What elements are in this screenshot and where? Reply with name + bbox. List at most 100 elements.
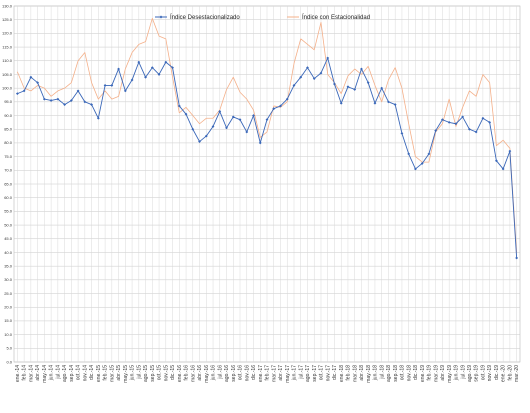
x-tick-label: jun.-16	[211, 365, 217, 382]
y-tick-label: 70.0	[4, 168, 13, 173]
x-tick-label: sep.-17	[312, 365, 318, 382]
data-point	[171, 66, 174, 70]
x-tick-label: may.-18	[366, 365, 372, 383]
data-point	[461, 115, 465, 119]
x-tick-label: may.-16	[204, 365, 210, 383]
x-tick-label: jul.-17	[298, 365, 304, 380]
x-tick-label: sep.-18	[393, 365, 399, 382]
x-tick-label: may.-14	[42, 365, 48, 383]
series-line	[17, 17, 518, 253]
x-tick-label: feb.-20	[507, 365, 513, 381]
data-point	[279, 104, 282, 108]
y-tick-label: 35.0	[4, 263, 13, 268]
legend-label: Índice con Estacionalidad	[302, 14, 370, 21]
data-point	[312, 77, 316, 80]
y-tick-label: 20.0	[4, 305, 13, 310]
x-tick-label: feb.-18	[346, 365, 352, 381]
data-point	[137, 60, 141, 64]
x-tick-label: feb.-19	[427, 365, 433, 381]
data-point	[22, 89, 26, 93]
data-point	[211, 125, 215, 128]
x-tick-label: mar.-16	[190, 365, 196, 382]
x-tick-label: jul.-16	[217, 365, 223, 380]
data-point	[333, 82, 336, 86]
data-point	[299, 75, 303, 79]
data-point	[353, 88, 357, 91]
y-tick-label: 45.0	[4, 236, 13, 241]
data-point	[117, 67, 120, 71]
x-tick-label: sep.-15	[150, 365, 156, 382]
grid-layer	[13, 5, 521, 363]
x-tick-label: abr.-18	[359, 365, 365, 381]
x-tick-label: jun.-19	[454, 365, 460, 382]
data-point	[272, 107, 276, 111]
data-point	[76, 89, 80, 93]
data-point	[326, 56, 330, 60]
data-point	[306, 66, 309, 70]
x-tick-label: ene.-20	[501, 365, 507, 382]
y-tick-label: 75.0	[4, 154, 13, 159]
data-point	[110, 84, 114, 87]
data-point	[400, 131, 404, 135]
data-point	[441, 118, 444, 122]
data-point	[292, 84, 296, 87]
y-tick-label: 10.0	[4, 332, 13, 337]
data-point	[198, 140, 201, 143]
data-point	[420, 162, 424, 165]
x-tick-label: jun.-18	[373, 365, 379, 382]
data-point	[434, 129, 438, 132]
y-tick-label: 25.0	[4, 291, 13, 296]
data-point	[346, 85, 350, 89]
x-tick-label: nov.-19	[487, 365, 493, 382]
data-point	[474, 130, 478, 134]
x-tick-label: abr.-19	[440, 365, 446, 381]
x-tick-label: feb.-16	[184, 365, 190, 381]
y-tick-label: 55.0	[4, 209, 13, 214]
x-tick-label: dic.-16	[251, 365, 257, 380]
data-point	[204, 134, 208, 138]
x-tick-label: feb.-15	[103, 365, 109, 381]
x-tick-label: feb.-17	[265, 365, 271, 381]
x-tick-label: dic.-14	[89, 365, 95, 380]
y-tick-label: 30.0	[4, 277, 13, 282]
x-tick-label: may.-15	[123, 365, 129, 383]
data-point	[447, 120, 451, 124]
y-tick-label: 95.0	[4, 99, 13, 104]
data-point	[488, 120, 492, 124]
x-tick-label: oct.-18	[400, 365, 406, 381]
x-tick-label: abr.-14	[35, 365, 41, 381]
x-tick-label: nov.-16	[244, 365, 250, 382]
data-point	[339, 101, 343, 105]
y-tick-label: 80.0	[4, 140, 13, 145]
x-tick-label: mar.-20	[514, 365, 520, 382]
x-tick-label: sep.-16	[231, 365, 237, 382]
x-tick-label: jun.-14	[49, 365, 55, 382]
data-point	[231, 115, 235, 119]
legend-label: Índice Desestacionalizado	[170, 14, 240, 21]
x-tick-label: oct.-19	[480, 365, 486, 381]
data-point	[191, 127, 195, 131]
y-tick-label: 5.0	[6, 346, 12, 351]
x-tick-label: jul.-18	[379, 365, 385, 380]
x-tick-label: jun.-17	[292, 365, 298, 382]
x-tick-label: oct.-15	[157, 365, 163, 381]
data-point	[225, 126, 228, 130]
x-tick-label: sep.-19	[474, 365, 480, 382]
y-tick-label: 105.0	[2, 72, 13, 77]
data-point	[494, 159, 498, 163]
y-tick-label: 100.0	[2, 85, 13, 90]
x-tick-label: ene.-16	[177, 365, 183, 382]
data-point	[319, 71, 323, 75]
data-point	[42, 97, 46, 101]
x-tick-label: jun.-15	[130, 365, 136, 382]
data-point	[360, 67, 363, 71]
x-tick-label: ago.-17	[305, 365, 311, 382]
x-tick-label: jul.-19	[460, 365, 466, 380]
x-tick-label: dic.-15	[170, 365, 176, 380]
data-point	[468, 127, 471, 131]
data-point	[508, 149, 512, 153]
x-tick-label: nov.-15	[163, 365, 169, 382]
y-tick-label: 125.0	[2, 17, 13, 22]
y-tick-label: 115.0	[2, 44, 12, 49]
